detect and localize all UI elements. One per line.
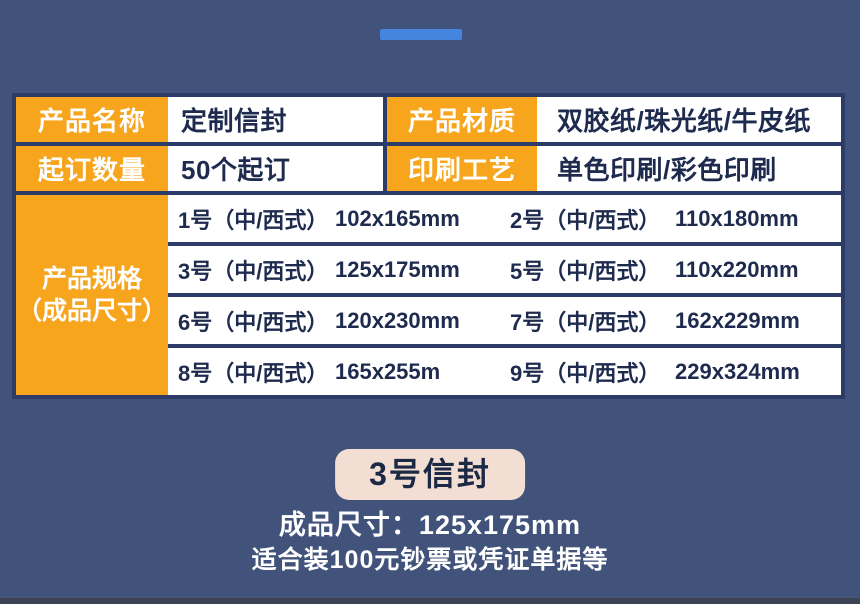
finished-size-caption: 成品尺寸：125x175mm bbox=[278, 510, 582, 540]
spec-rows: 1号（中/西式） 102x165mm 2号（中/西式） 110x180mm 3号… bbox=[168, 195, 841, 395]
usage-caption: 适合装100元钞票或凭证单据等 bbox=[251, 546, 609, 574]
row-header-moq: 起订数量 bbox=[16, 146, 168, 191]
envelope-size-value: 102x165mm bbox=[335, 205, 460, 231]
envelope-size-value: 110x220mm bbox=[675, 256, 799, 282]
envelope-size-value: 125x175mm bbox=[335, 256, 460, 282]
row-header-product-name: 产品名称 bbox=[16, 97, 168, 142]
accent-bar bbox=[380, 29, 462, 40]
envelope-size-value: 162x229mm bbox=[675, 307, 800, 333]
spec-row-3: 6号（中/西式） 120x230mm 7号（中/西式） 162x229mm bbox=[168, 297, 841, 344]
envelope-size-label: 9号（中/西式） bbox=[510, 360, 661, 386]
table-row: 产品名称 定制信封 产品材质 双胶纸/珠光纸/牛皮纸 bbox=[16, 97, 841, 142]
spec-header-line2: （成品尺寸） bbox=[16, 297, 167, 325]
cell-printing-value: 单色印刷/彩色印刷 bbox=[537, 146, 841, 191]
cell-moq-value: 50个起订 bbox=[168, 146, 383, 191]
bottom-divider bbox=[0, 597, 860, 604]
envelope-size-label: 7号（中/西式） bbox=[510, 309, 661, 335]
product-spec-table: 产品名称 定制信封 产品材质 双胶纸/珠光纸/牛皮纸 起订数量 50个起订 印刷… bbox=[12, 93, 845, 399]
envelope-size-label: 8号（中/西式） bbox=[178, 360, 329, 386]
row-header-spec: 产品规格 （成品尺寸） bbox=[16, 195, 168, 395]
envelope-size-value: 165x255m bbox=[335, 358, 441, 384]
row-header-material: 产品材质 bbox=[387, 97, 537, 142]
spec-row-4: 8号（中/西式） 165x255m 9号（中/西式） 229x324mm bbox=[168, 348, 841, 395]
envelope-size-label: 3号（中/西式） bbox=[178, 258, 329, 284]
envelope-size-label: 5号（中/西式） bbox=[510, 258, 661, 284]
spec-section: 产品规格 （成品尺寸） 1号（中/西式） 102x165mm 2号（中/西式） … bbox=[16, 195, 841, 395]
envelope-size-value: 110x180mm bbox=[675, 205, 799, 231]
envelope-size-label: 6号（中/西式） bbox=[178, 309, 329, 335]
spec-header-line1: 产品规格 bbox=[41, 264, 142, 293]
envelope-size-label: 2号（中/西式） bbox=[510, 207, 661, 233]
cell-product-name-value: 定制信封 bbox=[168, 97, 383, 142]
envelope-size-value: 120x230mm bbox=[335, 307, 460, 333]
envelope-size-label: 1号（中/西式） bbox=[178, 207, 329, 233]
row-header-printing: 印刷工艺 bbox=[387, 146, 537, 191]
cell-material-value: 双胶纸/珠光纸/牛皮纸 bbox=[537, 97, 841, 142]
spec-row-2: 3号（中/西式） 125x175mm 5号（中/西式） 110x220mm bbox=[168, 246, 841, 293]
selected-envelope-badge: 3号信封 bbox=[335, 449, 525, 500]
envelope-size-value: 229x324mm bbox=[675, 358, 800, 384]
table-row: 起订数量 50个起订 印刷工艺 单色印刷/彩色印刷 bbox=[16, 146, 841, 191]
spec-row-1: 1号（中/西式） 102x165mm 2号（中/西式） 110x180mm bbox=[168, 195, 841, 242]
